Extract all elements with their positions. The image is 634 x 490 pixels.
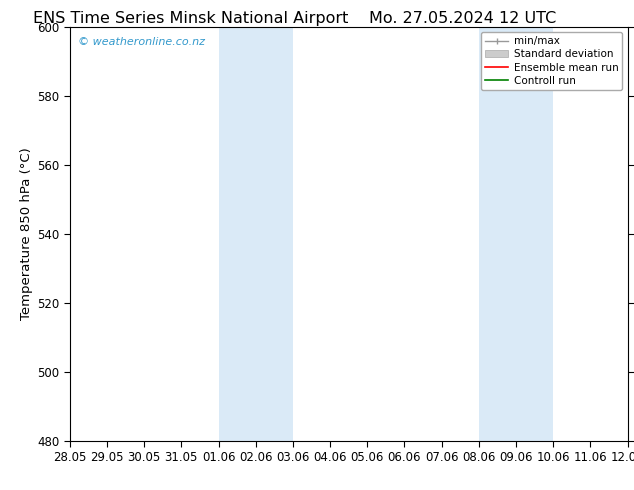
Bar [479, 27, 553, 441]
Text: © weatheronline.co.nz: © weatheronline.co.nz [78, 37, 205, 48]
Y-axis label: Temperature 850 hPa (°C): Temperature 850 hPa (°C) [20, 147, 33, 320]
Text: ENS Time Series Minsk National Airport: ENS Time Series Minsk National Airport [32, 11, 348, 26]
Text: Mo. 27.05.2024 12 UTC: Mo. 27.05.2024 12 UTC [369, 11, 557, 26]
Legend: min/max, Standard deviation, Ensemble mean run, Controll run: min/max, Standard deviation, Ensemble me… [481, 32, 623, 90]
Bar [219, 27, 293, 441]
